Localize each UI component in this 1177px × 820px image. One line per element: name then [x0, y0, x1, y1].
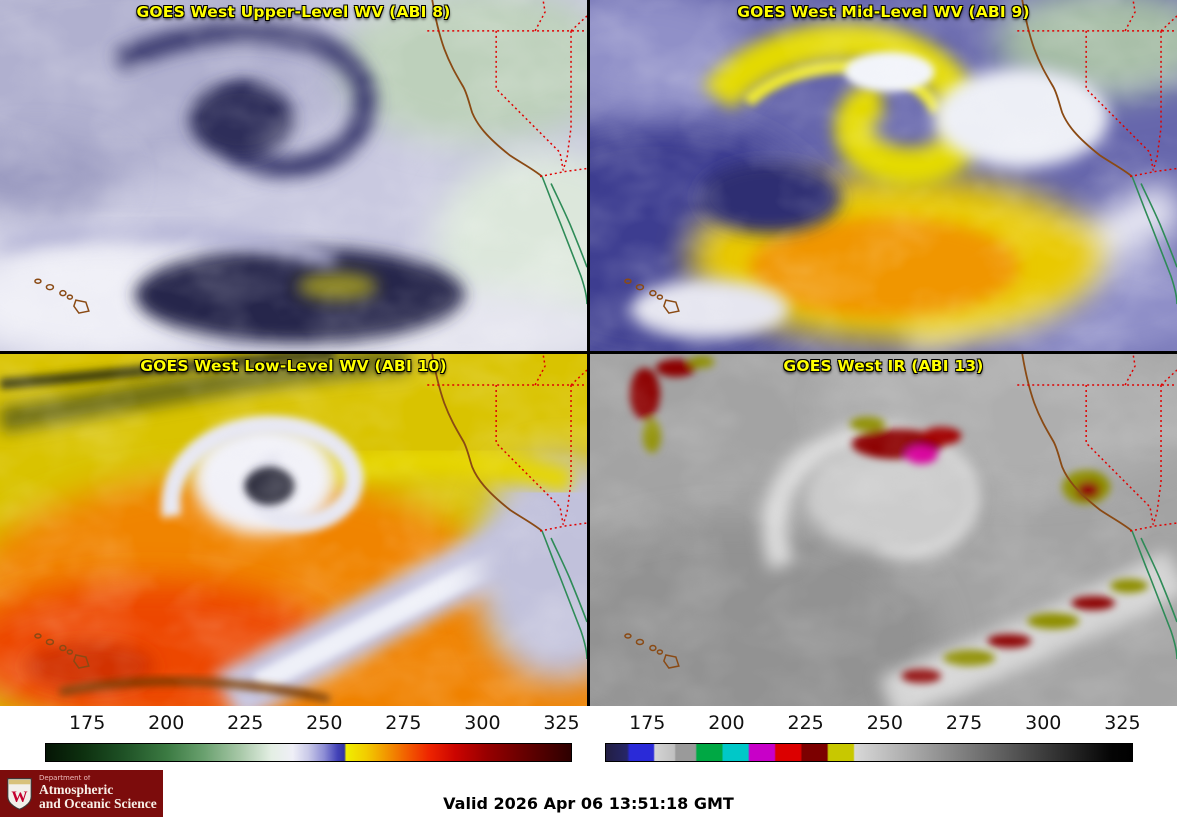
wv-colorbar-ticks: 175 200 225 250 275 300 325: [45, 712, 580, 738]
colorbar-tick: 175: [629, 712, 666, 734]
colorbar-tick: 325: [543, 712, 580, 734]
panel-upper-level-wv: GOES West Upper-Level WV (ABI 8): [0, 0, 587, 351]
colorbar-tick: 250: [306, 712, 343, 734]
colorbar-tick: 325: [1104, 712, 1141, 734]
panel-ir: GOES West IR (ABI 13): [590, 354, 1177, 706]
logo-name-line1: Atmospheric: [39, 781, 114, 797]
logo-text: Department of Atmospheric and Oceanic Sc…: [39, 775, 157, 812]
footer: W Department of Atmospheric and Oceanic …: [0, 768, 1177, 820]
satellite-image-low-wv: [0, 354, 587, 706]
wv-colorbar-block: 175 200 225 250 275 300 325: [45, 712, 580, 762]
colorbar-tick: 225: [227, 712, 264, 734]
panel-low-level-wv: GOES West Low-Level WV (ABI 10): [0, 354, 587, 706]
logo-dept-line: Department of: [39, 775, 91, 783]
satellite-image-upper-wv: [0, 0, 587, 351]
panel-title-mid-wv: GOES West Mid-Level WV (ABI 9): [737, 3, 1030, 21]
logo-name-line2: and Oceanic Sciences: [39, 796, 157, 812]
satellite-image-mid-wv: [590, 0, 1177, 351]
aos-logo: W Department of Atmospheric and Oceanic …: [0, 770, 163, 817]
panel-title-upper-wv: GOES West Upper-Level WV (ABI 8): [136, 3, 451, 21]
ir-colorbar-block: 175 200 225 250 275 300 325: [605, 712, 1141, 762]
wv-colorbar: [45, 743, 572, 762]
colorbar-tick: 275: [945, 712, 983, 734]
colorbar-tick: 175: [69, 712, 106, 734]
panel-grid: GOES West Upper-Level WV (ABI 8): [0, 0, 1177, 706]
colorbar-tick: 200: [148, 712, 185, 734]
colorbar-tick: 275: [385, 712, 422, 734]
panel-title-low-wv: GOES West Low-Level WV (ABI 10): [140, 357, 447, 375]
panel-mid-level-wv: GOES West Mid-Level WV (ABI 9): [590, 0, 1177, 351]
uw-crest-icon: W: [7, 777, 32, 810]
colorbar-tick: 200: [708, 712, 745, 734]
valid-time-text: Valid 2026 Apr 06 13:51:18 GMT: [443, 794, 734, 813]
panel-title-ir: GOES West IR (ABI 13): [783, 357, 984, 375]
colorbar-tick: 250: [866, 712, 903, 734]
colorbar-tick: 300: [464, 712, 501, 734]
colorbar-tick: 225: [787, 712, 824, 734]
colorbar-row: 175 200 225 250 275 300 325 175 200 225 250 275 300…: [0, 706, 1177, 768]
ir-colorbar: [605, 743, 1133, 762]
ir-colorbar-ticks: 175 200 225 250 275 300 325: [605, 712, 1140, 738]
crest-letter: W: [11, 788, 27, 806]
satellite-image-ir: [590, 354, 1177, 706]
colorbar-tick: 300: [1025, 712, 1062, 734]
